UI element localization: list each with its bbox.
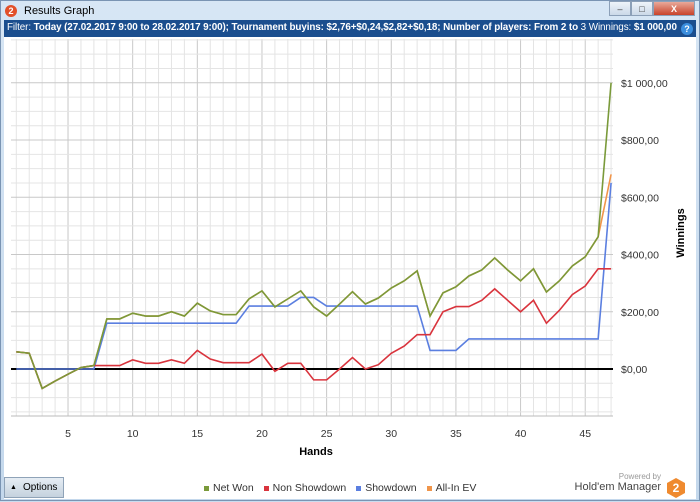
legend-swatch [427, 486, 432, 491]
legend-item[interactable]: Net Won [204, 482, 254, 494]
legend-item[interactable]: Non Showdown [264, 482, 347, 494]
legend-label: Net Won [213, 482, 254, 494]
y-tick-label: $200,00 [621, 307, 659, 319]
legend-item[interactable]: Showdown [356, 482, 416, 494]
options-label: Options [23, 482, 57, 493]
y-tick-label: $400,00 [621, 250, 659, 262]
x-tick-label: 40 [515, 428, 527, 440]
branding: Powered by Hold'em Manager [571, 472, 661, 493]
legend-swatch [264, 486, 269, 491]
x-tick-label: 20 [256, 428, 268, 440]
legend-swatch [356, 486, 361, 491]
legend-swatch [204, 486, 209, 491]
legend-label: All-In EV [436, 482, 477, 494]
triangle-up-icon: ▲ [10, 484, 17, 491]
x-tick-label: 15 [191, 428, 203, 440]
y-tick-label: $800,00 [621, 135, 659, 147]
powered-by: Powered by [571, 472, 661, 481]
y-axis-label: Winnings [675, 208, 687, 257]
y-tick-label: $600,00 [621, 192, 659, 204]
x-tick-label: 35 [450, 428, 462, 440]
chart-legend: Net Won Non Showdown Showdown All-In EV [204, 482, 476, 494]
plot-background [11, 39, 613, 416]
x-tick-label: 10 [127, 428, 139, 440]
x-tick-label: 25 [321, 428, 333, 440]
legend-item[interactable]: All-In EV [427, 482, 477, 494]
options-button[interactable]: ▲ Options [4, 477, 64, 498]
product-name: Hold'em Manager [571, 481, 661, 493]
x-tick-label: 5 [65, 428, 71, 440]
legend-label: Showdown [365, 482, 416, 494]
x-tick-label: 30 [385, 428, 397, 440]
legend-label: Non Showdown [273, 482, 347, 494]
y-tick-label: $1 000,00 [621, 78, 668, 90]
x-tick-label: 45 [579, 428, 591, 440]
y-tick-label: $0,00 [621, 364, 647, 376]
x-axis-label: Hands [299, 446, 333, 458]
